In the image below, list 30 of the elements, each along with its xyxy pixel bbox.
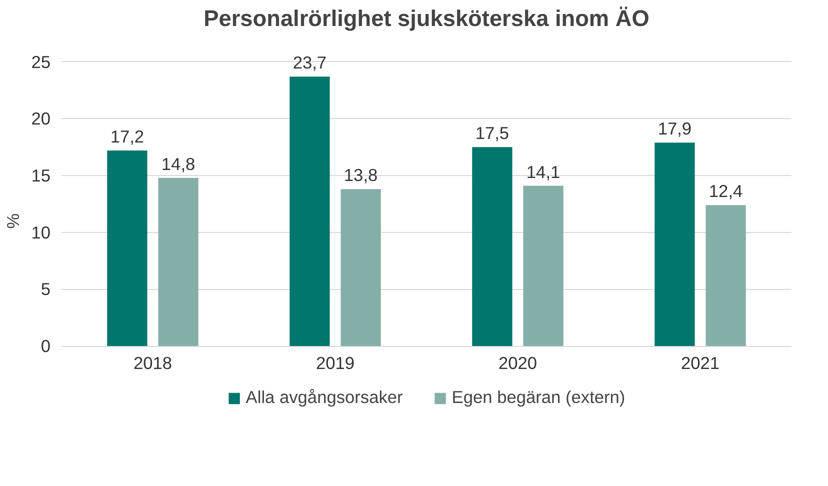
- x-tick-label: 2019: [316, 353, 355, 373]
- data-label: 17,2: [110, 126, 144, 147]
- data-label: 12,4: [708, 181, 744, 202]
- chart-title: Personalrörlighet sjuksköterska inom ÄO: [204, 5, 650, 31]
- y-tick-label: 0: [40, 336, 51, 356]
- y-tick-label: 20: [31, 108, 51, 129]
- data-label: 14,1: [526, 162, 560, 182]
- y-axis-title: %: [3, 213, 24, 229]
- bar: [654, 142, 695, 346]
- y-tick-label: 10: [31, 222, 51, 242]
- x-tick-label: 2018: [133, 353, 172, 373]
- data-label: 23,7: [292, 52, 327, 73]
- bar: [340, 189, 381, 346]
- data-label: 17,9: [658, 118, 692, 139]
- data-label: 17,5: [475, 123, 510, 144]
- y-tick-label: 25: [31, 52, 51, 72]
- bar: [107, 150, 148, 346]
- bar: [472, 147, 512, 346]
- legend-label: Egen begäran (extern): [452, 387, 626, 408]
- x-tick-label: 2021: [680, 353, 720, 373]
- legend-label: Alla avgångsorsaker: [246, 387, 403, 408]
- bar: [290, 76, 330, 346]
- bar: [158, 178, 198, 346]
- x-tick-label: 2020: [498, 353, 538, 373]
- y-tick-label: 15: [31, 166, 51, 186]
- data-label: 13,8: [344, 165, 378, 186]
- bar: [706, 205, 746, 346]
- data-label: 14,8: [161, 154, 196, 174]
- bar: [523, 186, 564, 346]
- y-tick-label: 5: [40, 279, 51, 300]
